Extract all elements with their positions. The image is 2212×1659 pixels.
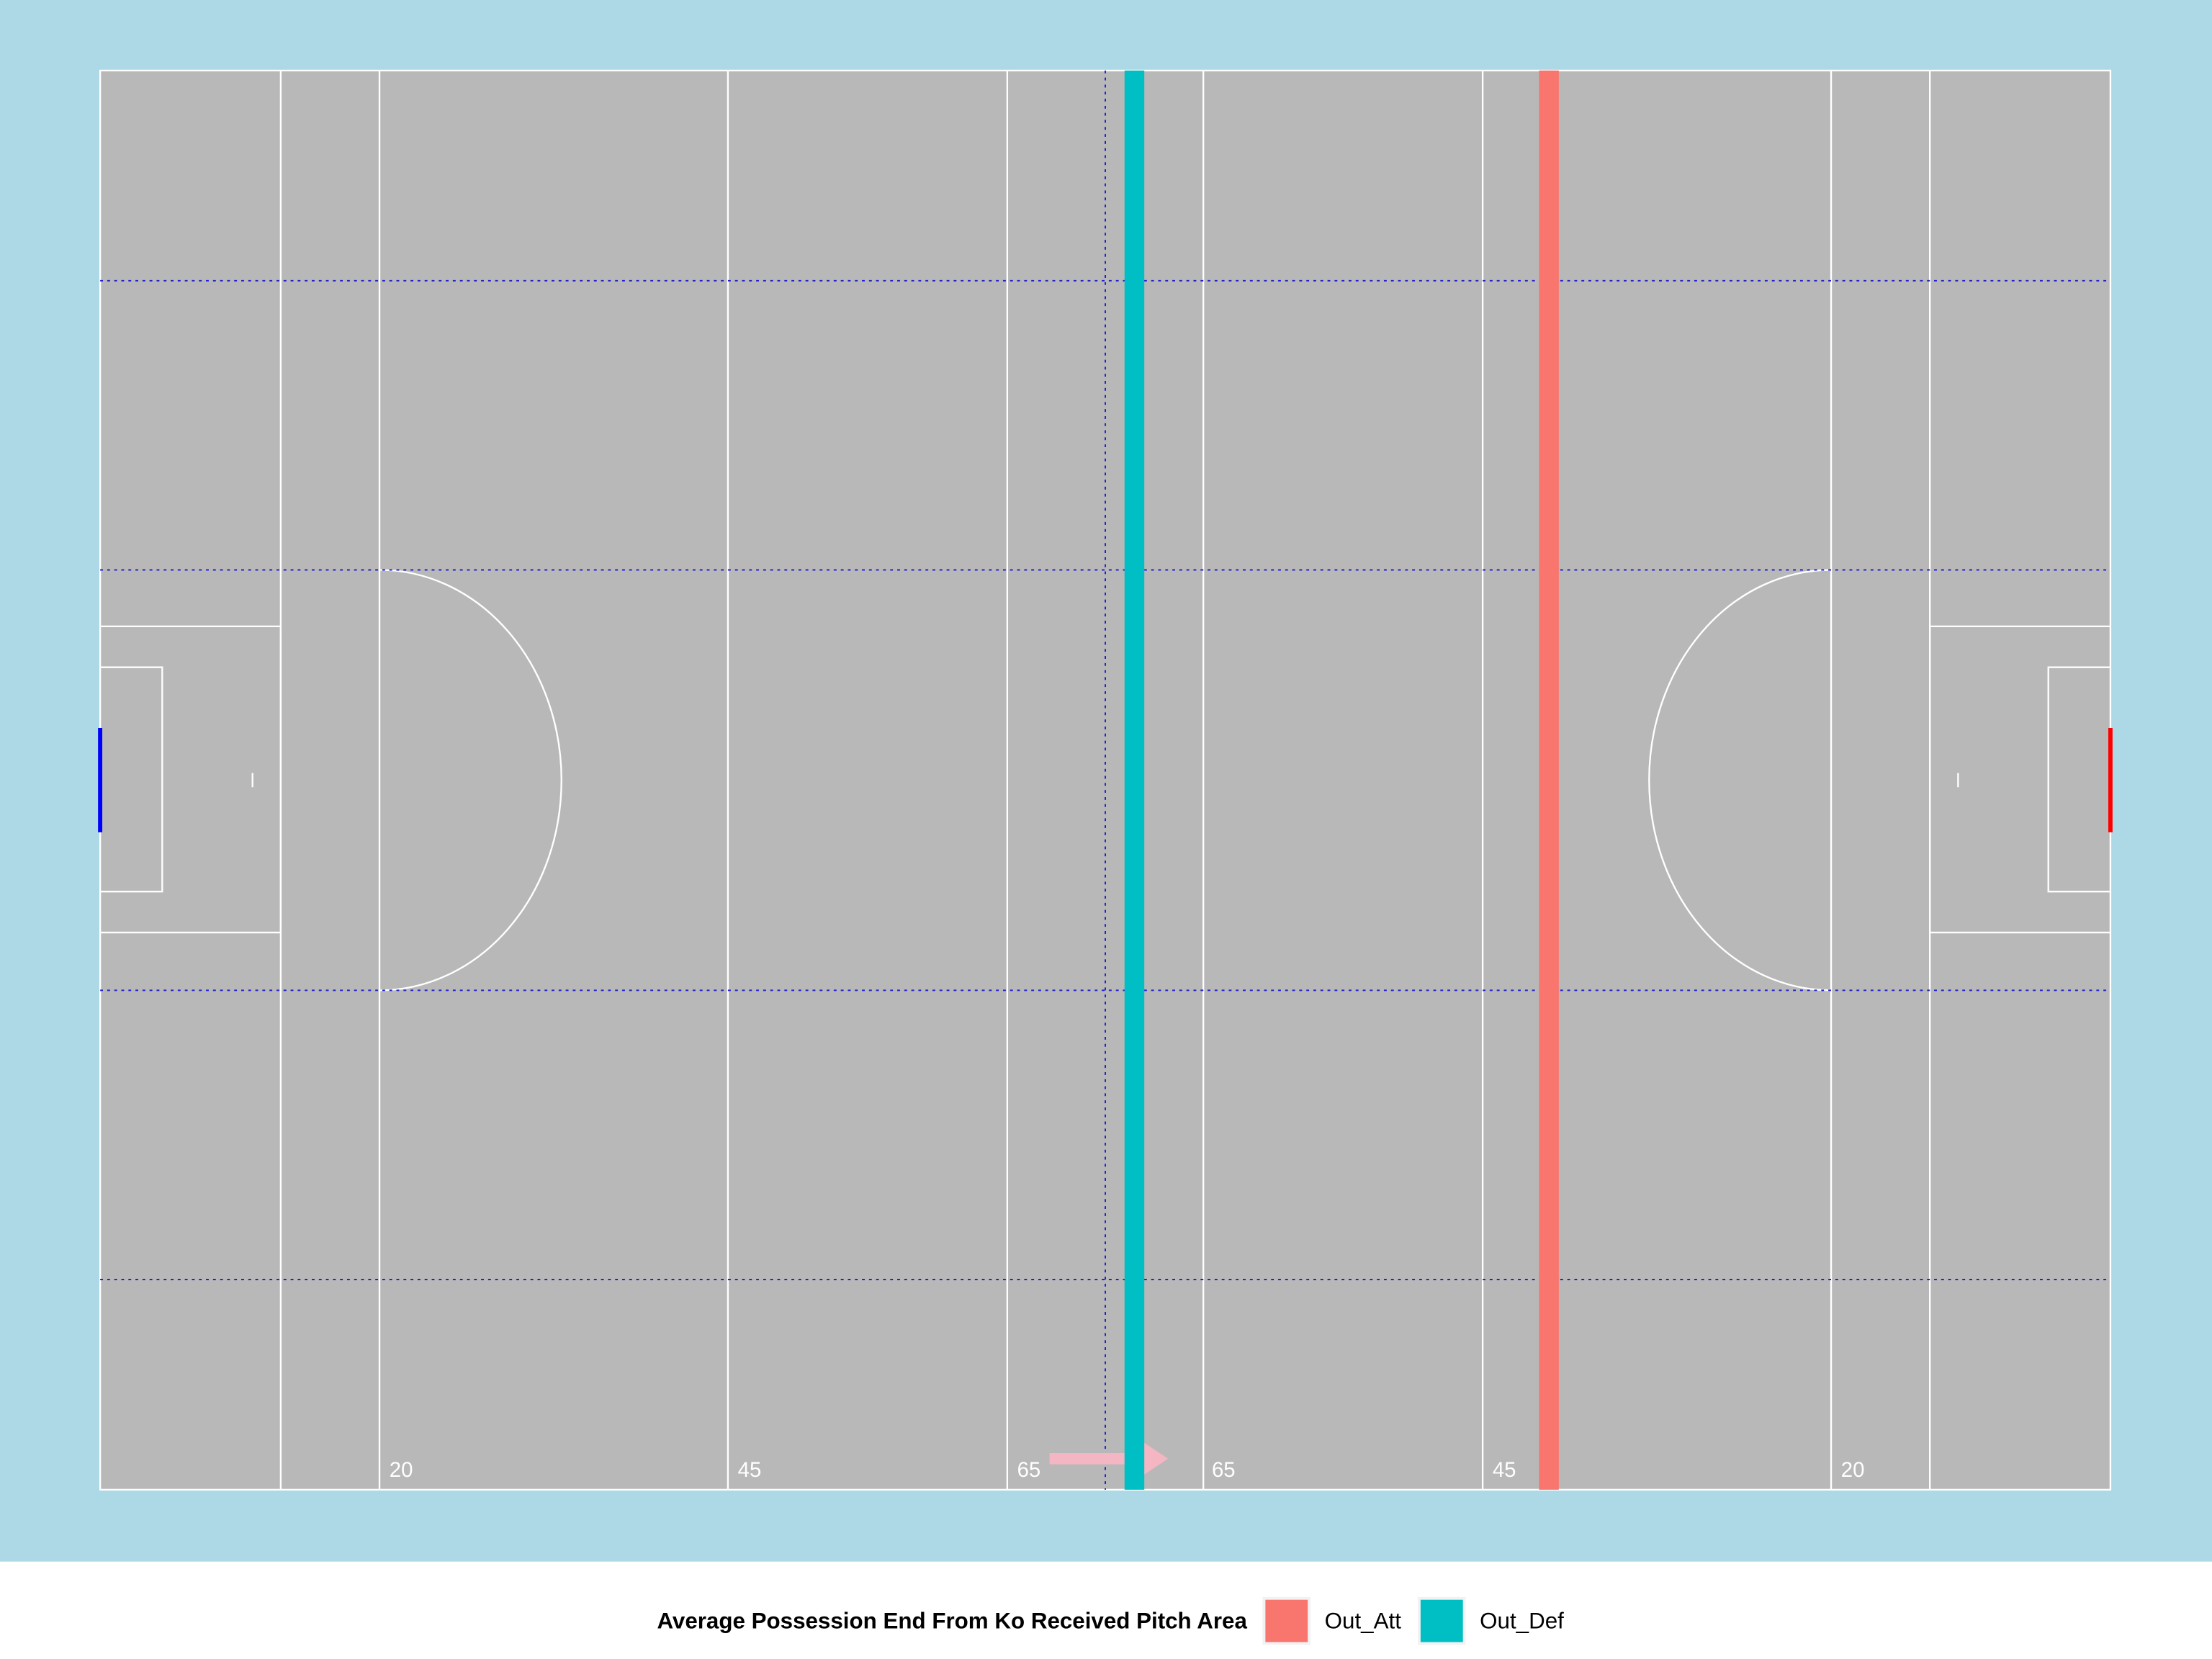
pitch-label: 20 <box>390 1458 413 1482</box>
large-box <box>100 625 282 934</box>
pitch-label: 20 <box>1841 1458 1865 1482</box>
pitch-label: 45 <box>738 1458 762 1482</box>
small-box <box>2047 666 2110 893</box>
legend-label: Out_Att <box>1325 1608 1402 1633</box>
marks <box>1124 70 1559 1490</box>
arc <box>1648 569 1832 992</box>
legend-title: Average Possession End From Ko Received … <box>657 1608 1247 1633</box>
legend: Out_Att Out_Def <box>1262 1596 1564 1645</box>
arrow-head <box>1142 1442 1169 1476</box>
legend-key <box>1420 1599 1463 1642</box>
pitch-labels: 20 45 65 65 45 20 <box>390 1458 1865 1482</box>
large-box <box>1928 625 2110 934</box>
small-box <box>100 666 163 893</box>
legend-key <box>1265 1599 1308 1642</box>
pitch-label: 45 <box>1493 1458 1516 1482</box>
legend-label: Out_Def <box>1480 1608 1564 1633</box>
legend-background <box>0 1561 2212 1659</box>
average-line <box>1124 70 1145 1490</box>
pitch-label: 65 <box>1212 1458 1236 1482</box>
pitch-label: 65 <box>1017 1458 1041 1482</box>
direction-arrow <box>1049 1442 1169 1476</box>
average-line <box>1539 70 1559 1490</box>
arrow-shaft <box>1049 1452 1143 1465</box>
pitch <box>99 69 2112 1491</box>
arc <box>379 569 562 992</box>
pitch-surface <box>99 69 2112 1491</box>
